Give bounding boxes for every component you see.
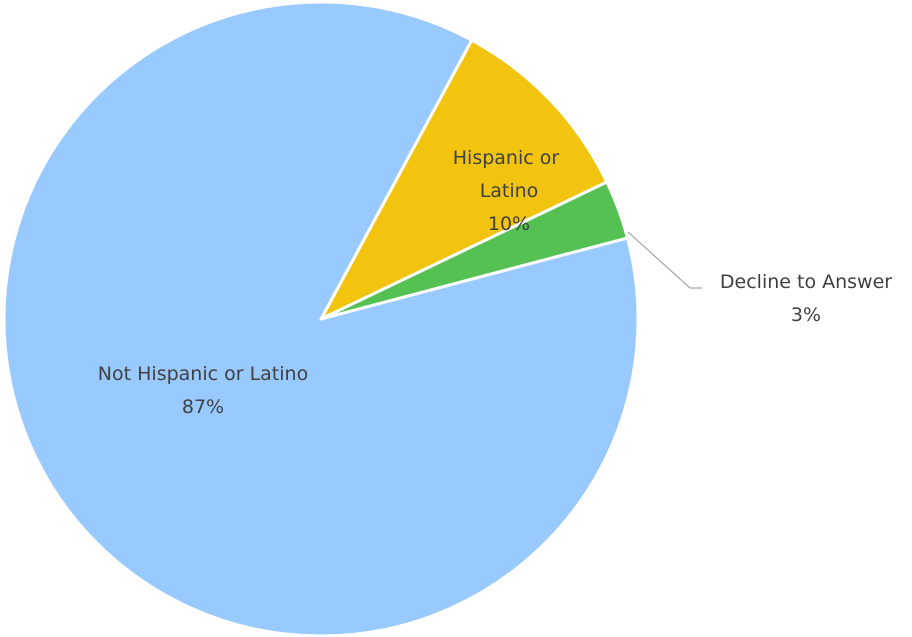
label-decline-to-answer: Decline to Answer [720, 271, 892, 293]
slice-hispanic-or-latino [319, 38, 609, 321]
label-hispanic-or-latino-line1: Hispanic or [453, 147, 560, 169]
value-label-hispanic-or-latino: 10% [488, 213, 530, 235]
label-hispanic-or-latino: Hispanic or Latino [453, 147, 565, 202]
slice-not-hispanic-or-latino [2, 0, 640, 637]
value-label-decline-to-answer: 3% [791, 304, 821, 326]
label-not-hispanic-or-latino: Not Hispanic or Latino [98, 363, 308, 385]
label-hispanic-or-latino-line2: Latino [480, 180, 539, 202]
pie-slices [2, 0, 640, 637]
leader-line-decline-to-answer [627, 231, 702, 289]
value-label-not-hispanic-or-latino: 87% [182, 396, 224, 418]
